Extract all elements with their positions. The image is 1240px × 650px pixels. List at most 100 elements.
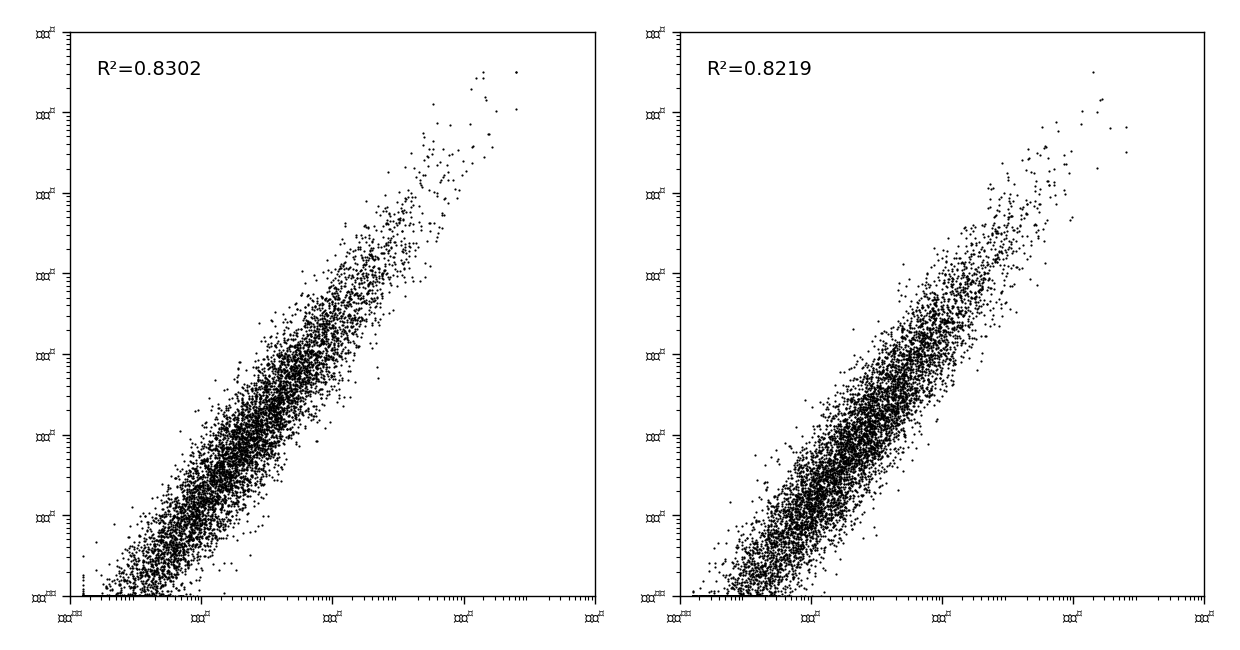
Point — [73, 591, 93, 601]
Point — [316, 359, 336, 369]
Point — [146, 569, 166, 579]
Point — [758, 591, 777, 601]
Point — [781, 525, 801, 536]
Point — [862, 431, 882, 441]
Point — [866, 450, 885, 461]
Point — [144, 580, 164, 591]
Point — [967, 273, 987, 283]
Point — [717, 591, 737, 601]
Point — [327, 335, 347, 345]
Point — [113, 591, 133, 601]
Point — [216, 476, 236, 487]
Point — [319, 322, 339, 333]
Point — [790, 508, 810, 518]
Point — [782, 494, 802, 504]
Point — [771, 540, 791, 551]
Point — [780, 441, 800, 451]
Point — [739, 567, 759, 578]
Point — [859, 474, 879, 485]
Point — [844, 422, 864, 433]
Point — [884, 383, 904, 393]
Point — [299, 375, 319, 385]
Point — [196, 442, 216, 452]
Point — [73, 591, 93, 601]
Point — [823, 464, 843, 474]
Point — [197, 508, 217, 518]
Point — [808, 525, 828, 536]
Point — [203, 523, 223, 534]
Point — [259, 411, 279, 422]
Point — [856, 393, 875, 404]
Point — [795, 482, 815, 493]
Point — [959, 302, 978, 312]
Point — [827, 463, 847, 474]
Point — [897, 389, 916, 400]
Point — [252, 419, 272, 430]
Point — [904, 398, 924, 409]
Point — [846, 445, 866, 455]
Point — [683, 591, 703, 601]
Point — [817, 468, 837, 478]
Point — [239, 447, 259, 458]
Point — [279, 416, 299, 426]
Point — [742, 591, 761, 601]
Point — [171, 515, 191, 526]
Point — [89, 591, 109, 601]
Point — [939, 348, 959, 358]
Point — [229, 448, 249, 459]
Point — [273, 397, 293, 408]
Point — [826, 569, 846, 579]
Point — [852, 474, 872, 484]
Point — [195, 476, 215, 486]
Point — [683, 591, 703, 601]
Point — [257, 415, 277, 426]
Point — [815, 467, 835, 477]
Point — [866, 384, 885, 394]
Point — [810, 441, 830, 452]
Point — [157, 523, 177, 533]
Point — [852, 395, 872, 405]
Point — [227, 431, 247, 441]
Point — [299, 356, 319, 367]
Point — [847, 415, 867, 426]
Point — [149, 518, 169, 528]
Point — [264, 394, 284, 404]
Point — [192, 477, 212, 488]
Point — [255, 437, 275, 448]
Point — [250, 491, 270, 502]
Point — [161, 571, 181, 581]
Point — [141, 559, 161, 569]
Point — [950, 287, 970, 297]
Point — [345, 283, 365, 293]
Point — [314, 338, 334, 348]
Point — [790, 497, 810, 508]
Point — [362, 268, 382, 279]
Point — [751, 540, 771, 550]
Point — [461, 84, 481, 95]
Point — [1017, 209, 1037, 219]
Point — [73, 591, 93, 601]
Point — [258, 453, 278, 463]
Point — [244, 388, 264, 398]
Point — [284, 401, 304, 411]
Point — [905, 385, 925, 395]
Point — [804, 507, 823, 517]
Point — [766, 552, 786, 563]
Point — [944, 352, 963, 363]
Point — [216, 403, 236, 413]
Point — [728, 591, 748, 601]
Point — [315, 422, 335, 433]
Point — [901, 381, 921, 391]
Point — [339, 287, 358, 298]
Point — [883, 388, 903, 398]
Point — [877, 406, 897, 416]
Point — [108, 591, 128, 601]
Point — [248, 421, 268, 431]
Point — [237, 426, 257, 437]
Point — [207, 524, 227, 534]
Point — [867, 437, 887, 447]
Point — [237, 508, 257, 519]
Point — [140, 582, 160, 592]
Point — [859, 418, 879, 428]
Point — [839, 411, 859, 422]
